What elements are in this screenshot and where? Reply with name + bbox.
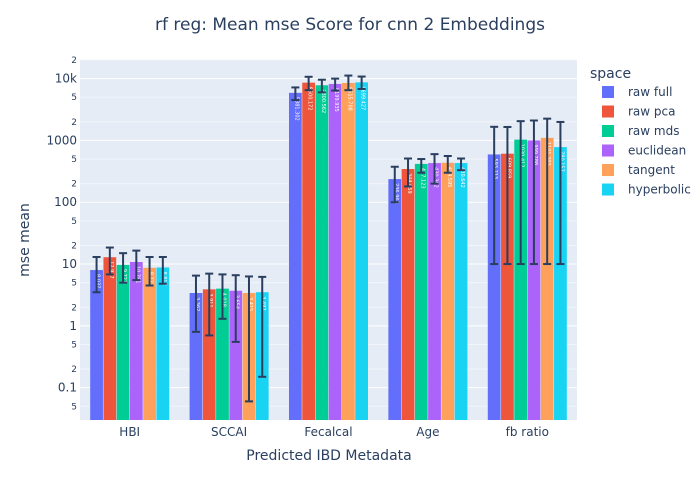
bar-value-label: 8600.172 [307, 87, 313, 111]
bar [288, 92, 302, 421]
y-minor-tick-label: 2 [71, 56, 77, 66]
bar [229, 290, 243, 420]
bar [103, 257, 117, 420]
legend-swatch [602, 144, 614, 157]
bar [328, 83, 342, 421]
bar-value-label: 8515.708 [346, 87, 352, 111]
bar [156, 267, 170, 420]
bar [189, 293, 203, 420]
legend-swatch [602, 125, 614, 137]
bar [514, 139, 528, 421]
y-tick-label: 10k [55, 72, 77, 86]
legend-label: raw mds [628, 124, 679, 138]
y-minor-tick-label: 5 [71, 402, 77, 412]
bar-value-label: 7800.562 [320, 89, 326, 113]
y-minor-tick-label: 2 [71, 303, 77, 313]
y-minor-tick-label: 2 [71, 118, 77, 128]
bar [216, 288, 229, 420]
bar [401, 168, 415, 420]
x-tick-label: fb ratio [506, 425, 549, 439]
bar [414, 163, 428, 420]
y-minor-tick-label: 2 [71, 180, 77, 190]
y-tick-label: 100 [54, 195, 77, 209]
legend-swatch [602, 164, 614, 176]
bar [527, 140, 541, 421]
y-minor-tick-label: 5 [71, 217, 77, 227]
bar-value-label: 434.595 [446, 167, 452, 188]
legend[interactable]: space raw full raw pca raw mds euclidean tan… [590, 66, 691, 197]
bar [441, 162, 455, 420]
y-minor-tick-label: 5 [71, 340, 77, 350]
bar [501, 153, 514, 421]
chart-title: rf reg: Mean mse Score for cnn 2 Embeddi… [155, 15, 545, 35]
x-tick-label: SCCAI [211, 425, 247, 439]
bar [554, 147, 567, 420]
y-minor-tick-label: 5 [71, 279, 77, 289]
bar [143, 267, 156, 420]
bar-series: 8.0373.3625881.302236.963593.21312.9173.… [90, 82, 567, 421]
y-minor-tick-label: 5 [71, 93, 77, 103]
bar [388, 179, 402, 420]
bar [129, 261, 143, 420]
x-axis-title: Predicted IBD Metadata [246, 448, 411, 464]
bar [540, 137, 554, 421]
bar [90, 270, 103, 420]
y-minor-tick-label: 2 [71, 365, 77, 375]
legend-swatch [602, 105, 614, 118]
y-minor-tick-label: 2 [71, 241, 77, 251]
bar [302, 82, 315, 421]
bar [428, 163, 441, 420]
x-tick-label: HBI [119, 425, 140, 439]
bar-value-label: 5881.302 [293, 97, 299, 121]
y-tick-label: 10 [62, 257, 77, 271]
bar-value-label: 417.123 [419, 168, 425, 189]
bar [342, 82, 355, 420]
bar [202, 289, 216, 420]
bar [116, 264, 130, 420]
bar [315, 85, 329, 421]
bar-value-label: 8699.427 [360, 86, 366, 110]
legend-swatch [602, 86, 614, 98]
bar [355, 82, 369, 420]
legend-label: tangent [628, 163, 675, 177]
bar [487, 154, 501, 420]
bar-value-label: 430.642 [459, 167, 465, 188]
legend-swatch [602, 183, 614, 196]
bar-value-label: 8199.935 [333, 88, 339, 112]
error-bars [92, 74, 565, 403]
legend-label: raw full [628, 85, 672, 99]
x-tick-label: Fecalcal [304, 425, 352, 439]
bar [454, 163, 468, 420]
y-tick-label: 0.1 [58, 381, 77, 395]
y-axis-title: mse mean [17, 203, 33, 277]
y-axis-ticks: 0.1 1 10 100 1000 10k 5 2 5 2 5 2 5 2 5 2 5 2 [46, 56, 77, 412]
x-axis-ticks: HBI SCCAI Fecalcal Age fb ratio [119, 425, 549, 439]
y-minor-tick-label: 5 [71, 155, 77, 165]
y-tick-label: 1000 [46, 133, 77, 147]
x-tick-label: Age [416, 425, 439, 439]
legend-title: space [590, 66, 631, 82]
y-tick-label: 1 [69, 319, 77, 333]
legend-label: euclidean [628, 144, 686, 158]
legend-label: hyperbolic [628, 183, 691, 197]
legend-label: raw pca [628, 105, 675, 119]
